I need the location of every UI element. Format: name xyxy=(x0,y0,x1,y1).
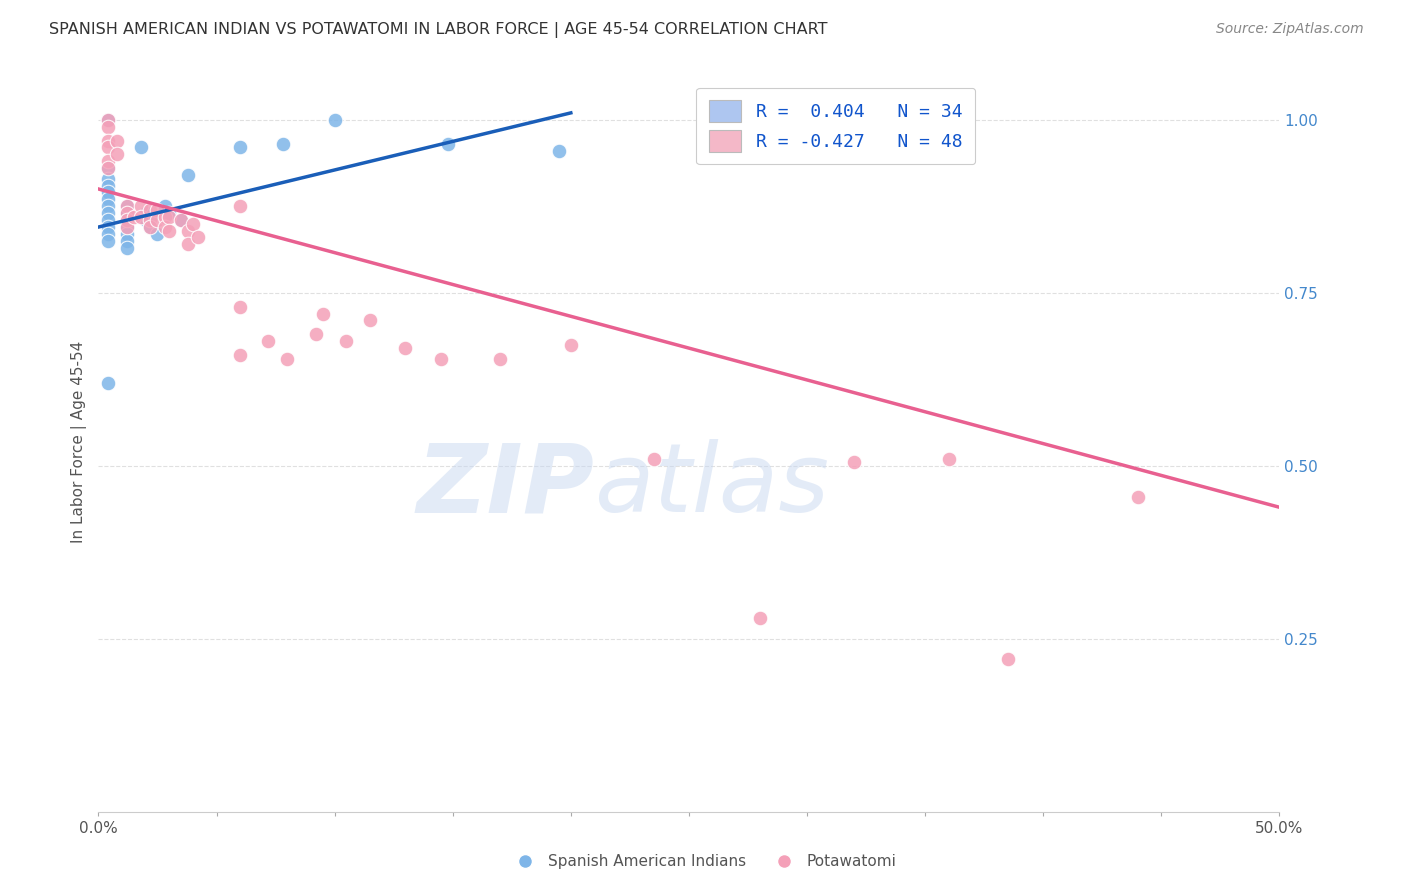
Point xyxy=(115,213,138,227)
Point xyxy=(115,199,138,213)
Point xyxy=(115,234,138,248)
Point xyxy=(153,210,176,224)
Point xyxy=(97,120,120,134)
Point xyxy=(430,351,453,366)
Point xyxy=(97,134,120,148)
Point xyxy=(170,213,193,227)
Text: ZIP: ZIP xyxy=(416,440,595,533)
Point xyxy=(312,306,335,320)
Point xyxy=(153,199,176,213)
Point xyxy=(97,112,120,127)
Point xyxy=(139,220,162,235)
Point xyxy=(115,199,138,213)
Point xyxy=(139,220,162,235)
Point xyxy=(115,213,138,227)
Y-axis label: In Labor Force | Age 45-54: In Labor Force | Age 45-54 xyxy=(72,341,87,542)
Point xyxy=(97,376,120,390)
Point xyxy=(115,220,138,235)
Point xyxy=(115,227,138,241)
Point xyxy=(115,206,138,220)
Point xyxy=(139,213,162,227)
Point xyxy=(489,351,512,366)
Point xyxy=(1126,490,1149,504)
Point xyxy=(115,206,138,220)
Point xyxy=(229,300,252,314)
Point xyxy=(177,237,200,252)
Point xyxy=(129,140,152,154)
Point xyxy=(97,112,120,127)
Point xyxy=(97,186,120,200)
Point xyxy=(305,327,328,342)
Point xyxy=(97,227,120,241)
Point xyxy=(560,337,582,351)
Legend: R =  0.404   N = 34, R = -0.427   N = 48: R = 0.404 N = 34, R = -0.427 N = 48 xyxy=(696,87,976,164)
Point xyxy=(844,455,866,469)
Point xyxy=(177,168,200,182)
Point xyxy=(97,154,120,169)
Point xyxy=(177,223,200,237)
Point xyxy=(97,161,120,176)
Point xyxy=(748,611,770,625)
Point xyxy=(115,241,138,255)
Point xyxy=(105,134,128,148)
Point xyxy=(157,206,180,220)
Point xyxy=(139,202,162,217)
Point xyxy=(122,210,145,224)
Point xyxy=(97,206,120,220)
Point xyxy=(97,220,120,235)
Point xyxy=(229,199,252,213)
Point xyxy=(170,213,193,227)
Point xyxy=(135,213,157,227)
Point xyxy=(97,234,120,248)
Point xyxy=(394,341,416,355)
Point xyxy=(323,112,346,127)
Point xyxy=(97,178,120,193)
Point xyxy=(335,334,357,349)
Point xyxy=(437,136,460,151)
Point xyxy=(548,144,571,158)
Point xyxy=(229,140,252,154)
Point xyxy=(181,217,204,231)
Point xyxy=(97,140,120,154)
Text: Source: ZipAtlas.com: Source: ZipAtlas.com xyxy=(1216,22,1364,37)
Text: SPANISH AMERICAN INDIAN VS POTAWATOMI IN LABOR FORCE | AGE 45-54 CORRELATION CHA: SPANISH AMERICAN INDIAN VS POTAWATOMI IN… xyxy=(49,22,828,38)
Point xyxy=(105,147,128,161)
Point xyxy=(115,220,138,235)
Point xyxy=(129,199,152,213)
Point xyxy=(146,213,169,227)
Point xyxy=(135,206,157,220)
Point xyxy=(157,210,180,224)
Point xyxy=(187,230,209,244)
Point xyxy=(157,223,180,237)
Point xyxy=(97,199,120,213)
Point xyxy=(997,652,1019,666)
Legend: Spanish American Indians, Potawatomi: Spanish American Indians, Potawatomi xyxy=(503,848,903,875)
Point xyxy=(146,202,169,217)
Point xyxy=(271,136,294,151)
Point xyxy=(359,313,381,327)
Point xyxy=(146,227,169,241)
Point xyxy=(97,161,120,176)
Point xyxy=(257,334,280,349)
Point xyxy=(153,220,176,235)
Point xyxy=(643,451,665,466)
Point xyxy=(276,351,298,366)
Point xyxy=(97,193,120,207)
Point xyxy=(229,348,252,362)
Point xyxy=(938,451,960,466)
Point xyxy=(97,171,120,186)
Point xyxy=(129,210,152,224)
Point xyxy=(97,213,120,227)
Text: atlas: atlas xyxy=(595,440,830,533)
